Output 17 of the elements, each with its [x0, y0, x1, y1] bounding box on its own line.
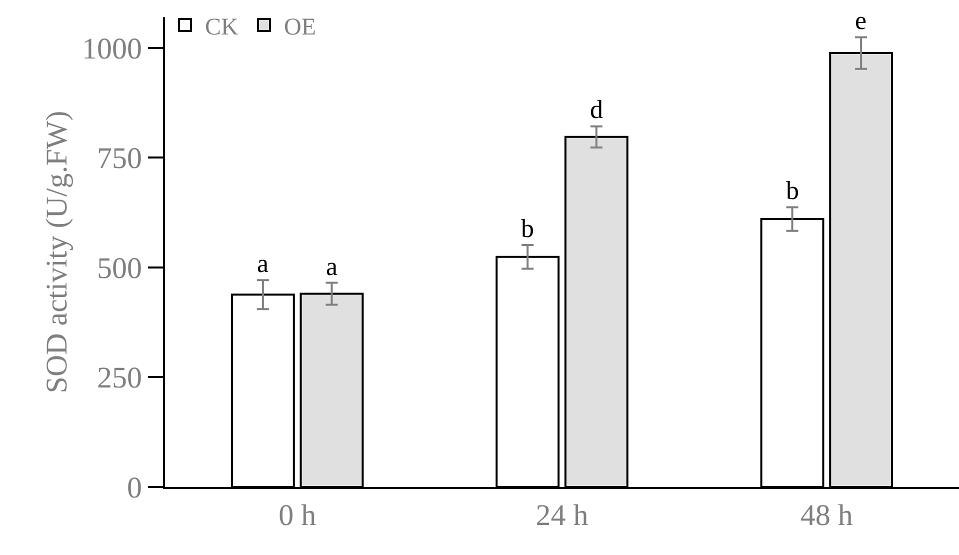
- legend-label: OE: [284, 14, 316, 40]
- annotation: e: [855, 6, 867, 35]
- annotation: d: [590, 95, 603, 124]
- y-tick-label: 500: [97, 252, 142, 285]
- y-tick-label: 1000: [82, 32, 142, 66]
- x-tick-label: 24 h: [536, 499, 588, 532]
- y-tick-label: 0: [127, 472, 142, 504]
- annotation: a: [257, 249, 269, 278]
- x-tick-label: 48 h: [800, 499, 853, 532]
- y-tick-label: 250: [97, 362, 142, 395]
- annotation: a: [326, 252, 338, 281]
- x-tick-label: 0 h: [278, 499, 316, 532]
- legend-label: CK: [205, 14, 240, 40]
- y-tick-label: 750: [97, 142, 142, 176]
- annotation: b: [786, 176, 799, 205]
- y-axis-title: SOD activity (U/g.FW): [40, 110, 74, 394]
- annotation: b: [521, 214, 534, 243]
